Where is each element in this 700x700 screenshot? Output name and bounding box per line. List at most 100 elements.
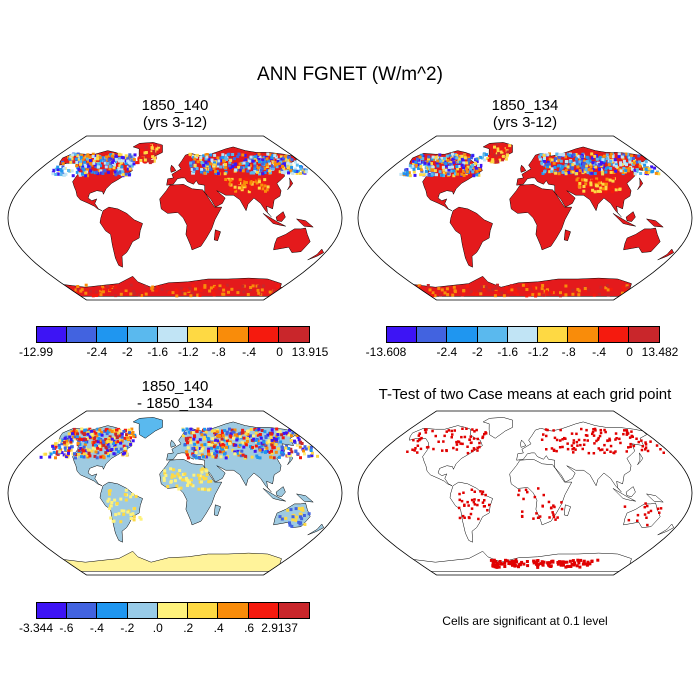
grid-cell bbox=[54, 456, 57, 460]
grid-cell bbox=[208, 289, 212, 293]
grid-cell bbox=[122, 430, 126, 433]
grid-cell bbox=[125, 445, 129, 449]
grid-cell bbox=[170, 473, 174, 477]
grid-cell bbox=[160, 287, 164, 291]
grid-cell bbox=[252, 434, 255, 438]
grid-cell bbox=[234, 189, 238, 193]
grid-cell bbox=[143, 151, 147, 155]
grid-cell bbox=[427, 162, 431, 166]
grid-cell bbox=[207, 157, 211, 161]
grid-cell bbox=[226, 442, 230, 446]
grid-cell bbox=[109, 161, 113, 165]
grid-cell bbox=[644, 167, 648, 171]
grid-cell bbox=[579, 164, 583, 168]
grid-cell bbox=[115, 428, 118, 432]
grid-cell bbox=[289, 508, 293, 512]
grid-cell bbox=[60, 169, 64, 173]
grid-cell bbox=[200, 453, 204, 457]
grid-cell bbox=[152, 159, 156, 163]
grid-cell bbox=[575, 172, 579, 176]
grid-cell bbox=[563, 560, 567, 564]
grid-cell bbox=[455, 440, 458, 444]
grid-cell bbox=[419, 164, 423, 168]
grid-cell bbox=[204, 430, 208, 434]
grid-cell bbox=[275, 434, 279, 438]
grid-cell bbox=[106, 499, 110, 503]
grid-cell bbox=[109, 440, 113, 444]
grid-cell bbox=[157, 143, 161, 147]
grid-cell bbox=[191, 284, 195, 288]
grid-cell bbox=[128, 159, 132, 163]
grid-cell bbox=[550, 290, 554, 294]
grid-cell bbox=[499, 562, 503, 566]
grid-cell bbox=[275, 438, 278, 442]
grid-cell bbox=[452, 154, 455, 158]
grid-cell bbox=[68, 157, 72, 161]
grid-cell bbox=[110, 430, 114, 433]
grid-cell bbox=[299, 521, 303, 525]
grid-cell bbox=[92, 440, 96, 444]
grid-cell bbox=[298, 445, 302, 449]
grid-cell bbox=[412, 167, 416, 171]
grid-cell bbox=[94, 165, 98, 169]
grid-cell bbox=[229, 432, 233, 436]
grid-cell bbox=[95, 290, 99, 294]
grid-cell bbox=[74, 157, 78, 161]
grid-cell bbox=[450, 429, 453, 433]
grid-cell bbox=[487, 158, 491, 162]
grid-cell bbox=[272, 289, 276, 293]
grid-cell bbox=[599, 448, 602, 452]
grid-cell bbox=[150, 159, 154, 163]
grid-cell bbox=[60, 439, 64, 442]
grid-cell bbox=[128, 153, 132, 157]
grid-cell bbox=[552, 448, 556, 452]
colorbar-3-swatch bbox=[248, 603, 279, 618]
grid-cell bbox=[546, 562, 550, 566]
grid-cell bbox=[441, 160, 444, 164]
grid-cell bbox=[585, 160, 589, 164]
grid-cell bbox=[461, 159, 465, 163]
grid-cell bbox=[232, 187, 236, 191]
continent-newZealand bbox=[307, 523, 325, 536]
grid-cell bbox=[227, 177, 231, 181]
grid-cell bbox=[547, 165, 551, 169]
grid-cell bbox=[234, 443, 238, 447]
grid-cell bbox=[471, 170, 475, 174]
grid-cell bbox=[603, 428, 606, 432]
continent-newZealand bbox=[657, 248, 675, 261]
grid-cell bbox=[488, 503, 491, 507]
grid-cell bbox=[110, 448, 114, 451]
grid-cell bbox=[501, 154, 505, 158]
grid-cell bbox=[546, 153, 550, 157]
grid-cell bbox=[177, 474, 181, 478]
grid-cell bbox=[183, 292, 187, 296]
grid-cell bbox=[200, 470, 204, 474]
grid-cell bbox=[587, 168, 591, 171]
grid-cell bbox=[260, 162, 264, 166]
grid-cell bbox=[99, 440, 102, 444]
grid-cell bbox=[213, 453, 217, 457]
grid-cell bbox=[236, 155, 240, 159]
grid-cell bbox=[644, 502, 647, 505]
grid-cell bbox=[227, 290, 230, 294]
grid-cell bbox=[452, 169, 456, 173]
continent-japan bbox=[637, 177, 644, 190]
grid-cell bbox=[276, 159, 280, 163]
grid-cell bbox=[462, 166, 466, 169]
grid-cell bbox=[139, 517, 143, 521]
grid-cell bbox=[604, 286, 608, 290]
grid-cell bbox=[644, 171, 648, 174]
grid-cell bbox=[201, 287, 205, 291]
grid-cell bbox=[206, 170, 209, 174]
grid-cell bbox=[552, 161, 556, 165]
grid-cell bbox=[505, 146, 509, 150]
grid-cell bbox=[647, 511, 650, 514]
grid-cell bbox=[85, 157, 89, 161]
grid-cell bbox=[295, 171, 299, 175]
grid-cell bbox=[538, 155, 542, 159]
grid-cell bbox=[94, 443, 97, 447]
grid-cell bbox=[193, 157, 197, 161]
grid-cell bbox=[633, 172, 637, 176]
grid-cell bbox=[548, 561, 552, 565]
grid-cell bbox=[200, 170, 204, 174]
